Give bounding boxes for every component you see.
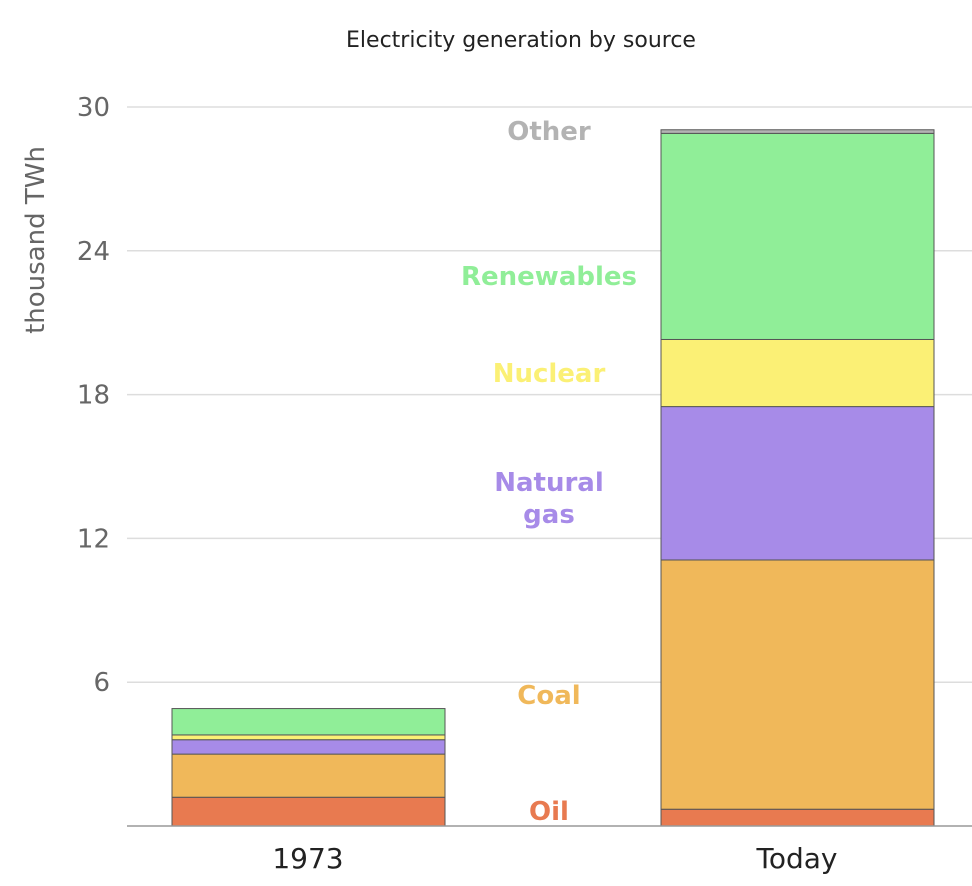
bar-1973-oil [171, 796, 446, 827]
x-category-today: Today [756, 842, 838, 875]
bar-today-renewables [660, 132, 935, 340]
x-axis-categories: 1973 Today [272, 842, 837, 875]
bar-today-other [660, 129, 935, 134]
series-labels: Oil Coal Natural gas Nuclear Renewables Other [461, 117, 637, 827]
series-label-nuclear: Nuclear [493, 359, 606, 389]
bar-today-nuclear [660, 338, 935, 408]
series-label-renewables: Renewables [461, 262, 637, 292]
series-label-coal: Coal [517, 681, 580, 711]
x-category-1973: 1973 [272, 842, 343, 875]
series-label-other: Other [507, 117, 591, 147]
bars [171, 129, 935, 827]
series-label-natural-gas: Natural gas [494, 468, 604, 530]
bar-today-oil [660, 808, 935, 827]
bar-1973-coal [171, 753, 446, 798]
bar-1973-nuclear [171, 734, 446, 741]
y-tick-label-12: 12 [77, 524, 110, 554]
bar-today-coal [660, 559, 935, 810]
series-label-oil: Oil [529, 797, 569, 827]
y-tick-label-24: 24 [77, 237, 110, 267]
y-tick-label-18: 18 [77, 381, 110, 411]
bar-1973-renewables [171, 708, 446, 736]
bar-1973-natural-gas [171, 739, 446, 755]
y-tick-label-30: 30 [77, 93, 110, 123]
y-axis-label: thousand TWh [21, 146, 51, 334]
y-axis-ticks: 6 12 18 24 30 [77, 93, 110, 698]
bar-today-natural-gas [660, 406, 935, 561]
chart-title: Electricity generation by source [346, 28, 696, 53]
y-tick-label-6: 6 [93, 668, 110, 698]
